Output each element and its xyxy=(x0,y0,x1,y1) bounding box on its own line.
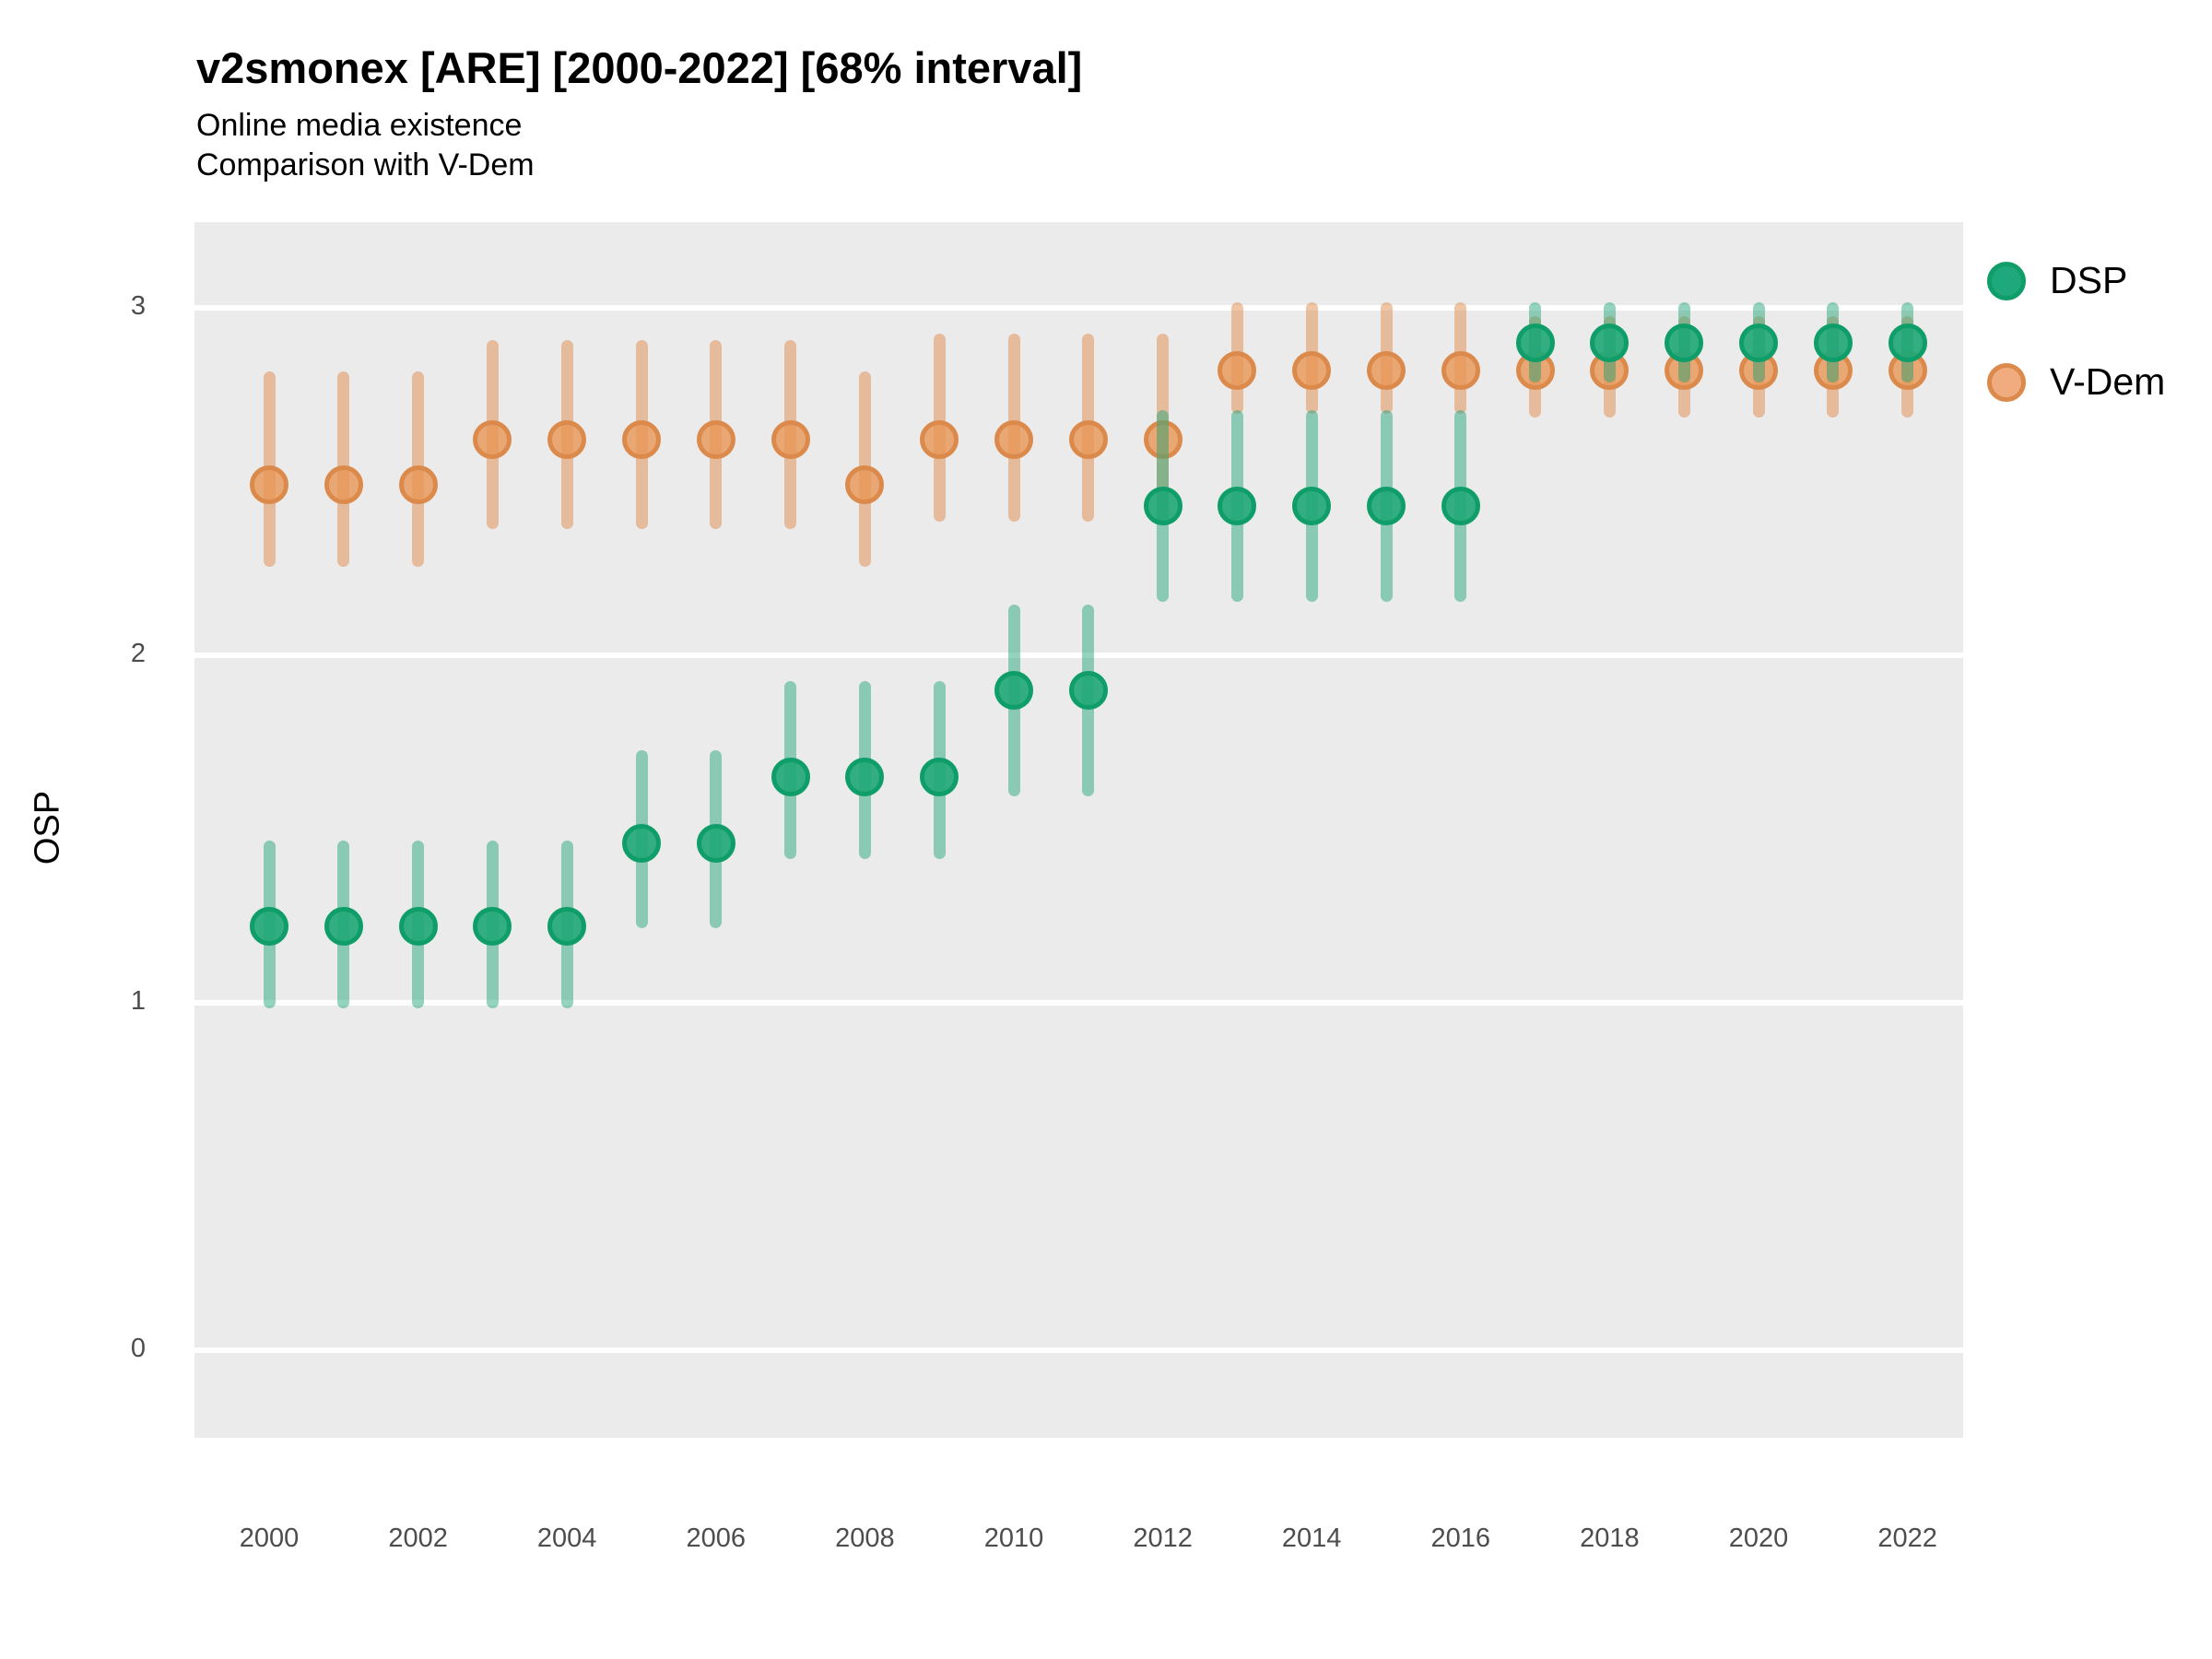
dsp-point-2018 xyxy=(1590,323,1630,362)
vdem-point-2003 xyxy=(473,420,512,460)
dsp-point-2000 xyxy=(250,907,288,947)
gridline-2 xyxy=(194,653,1963,658)
dsp-point-2015 xyxy=(1367,486,1406,525)
x-tick-2008: 2008 xyxy=(835,1524,895,1553)
vdem-point-2016 xyxy=(1441,350,1480,390)
x-tick-2018: 2018 xyxy=(1580,1524,1640,1553)
legend-dot-dsp xyxy=(1987,261,2026,300)
gridline-3 xyxy=(194,305,1963,311)
vdem-point-2010 xyxy=(994,420,1033,460)
y-tick-1: 1 xyxy=(130,986,146,1016)
dsp-point-2004 xyxy=(547,907,587,947)
dsp-point-2021 xyxy=(1813,323,1853,362)
dsp-point-2013 xyxy=(1218,486,1257,525)
dsp-point-2019 xyxy=(1665,323,1704,362)
vdem-point-2000 xyxy=(250,465,288,505)
dsp-point-2020 xyxy=(1739,323,1778,362)
dsp-point-2005 xyxy=(622,823,661,863)
dsp-point-2008 xyxy=(845,757,885,796)
vdem-point-2004 xyxy=(547,420,587,460)
x-tick-2000: 2000 xyxy=(239,1524,300,1553)
x-tick-2016: 2016 xyxy=(1430,1524,1491,1553)
vdem-point-2009 xyxy=(920,420,959,460)
x-tick-2006: 2006 xyxy=(686,1524,747,1553)
vdem-point-2005 xyxy=(622,420,661,460)
vdem-point-2014 xyxy=(1292,350,1332,390)
legend-item-vdem: V-Dem xyxy=(1987,360,2165,404)
y-tick-3: 3 xyxy=(130,291,146,321)
legend-label-dsp: DSP xyxy=(2050,259,2128,301)
y-tick-0: 0 xyxy=(130,1334,146,1363)
vdem-point-2001 xyxy=(324,465,363,505)
x-tick-2002: 2002 xyxy=(388,1524,448,1553)
y-tick-2: 2 xyxy=(130,639,146,668)
dsp-point-2006 xyxy=(696,823,735,863)
chart-subtitle: Online media existence xyxy=(196,108,523,143)
dsp-point-2001 xyxy=(324,907,363,947)
y-axis-title: OSP xyxy=(28,790,67,865)
x-tick-2022: 2022 xyxy=(1877,1524,1937,1553)
dsp-point-2016 xyxy=(1441,486,1480,525)
vdem-point-2008 xyxy=(845,465,885,505)
dsp-point-2009 xyxy=(920,757,959,796)
chart-subtitle-comparison: Comparison with V-Dem xyxy=(196,147,535,182)
gridline-1 xyxy=(194,1000,1963,1006)
legend-dot-vdem xyxy=(1987,362,2026,402)
vdem-point-2006 xyxy=(696,420,735,460)
vdem-point-2007 xyxy=(771,420,810,460)
x-tick-2010: 2010 xyxy=(983,1524,1044,1553)
dsp-point-2010 xyxy=(994,670,1033,710)
dsp-point-2022 xyxy=(1888,323,1927,362)
dsp-point-2002 xyxy=(398,907,438,947)
dsp-point-2007 xyxy=(771,757,810,796)
plot-panel xyxy=(194,222,1963,1438)
vdem-point-2013 xyxy=(1218,350,1257,390)
vdem-point-2015 xyxy=(1367,350,1406,390)
gridline-0 xyxy=(194,1347,1963,1353)
dsp-point-2003 xyxy=(473,907,512,947)
dsp-point-2012 xyxy=(1143,486,1182,525)
vdem-point-2002 xyxy=(398,465,438,505)
x-tick-2014: 2014 xyxy=(1281,1524,1342,1553)
legend-item-dsp: DSP xyxy=(1987,259,2127,302)
x-tick-2012: 2012 xyxy=(1133,1524,1193,1553)
x-tick-2020: 2020 xyxy=(1728,1524,1789,1553)
chart-title: v2smonex [ARE] [2000-2022] [68% interval… xyxy=(196,43,1083,92)
x-tick-2004: 2004 xyxy=(536,1524,597,1553)
dsp-point-2011 xyxy=(1068,670,1108,710)
vdem-point-2011 xyxy=(1068,420,1108,460)
dsp-point-2014 xyxy=(1292,486,1332,525)
legend-label-vdem: V-Dem xyxy=(2050,360,2166,403)
dsp-point-2017 xyxy=(1515,323,1555,362)
